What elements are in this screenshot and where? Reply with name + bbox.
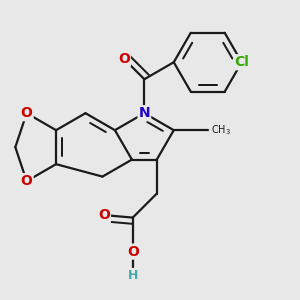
Text: H: H bbox=[128, 269, 138, 282]
Text: O: O bbox=[127, 244, 139, 259]
Text: O: O bbox=[21, 106, 33, 120]
Text: O: O bbox=[21, 174, 33, 188]
Text: Cl: Cl bbox=[234, 55, 249, 69]
Text: N: N bbox=[139, 106, 150, 120]
Text: O: O bbox=[98, 208, 110, 222]
Text: O: O bbox=[118, 52, 130, 66]
Text: CH$_3$: CH$_3$ bbox=[211, 123, 231, 137]
